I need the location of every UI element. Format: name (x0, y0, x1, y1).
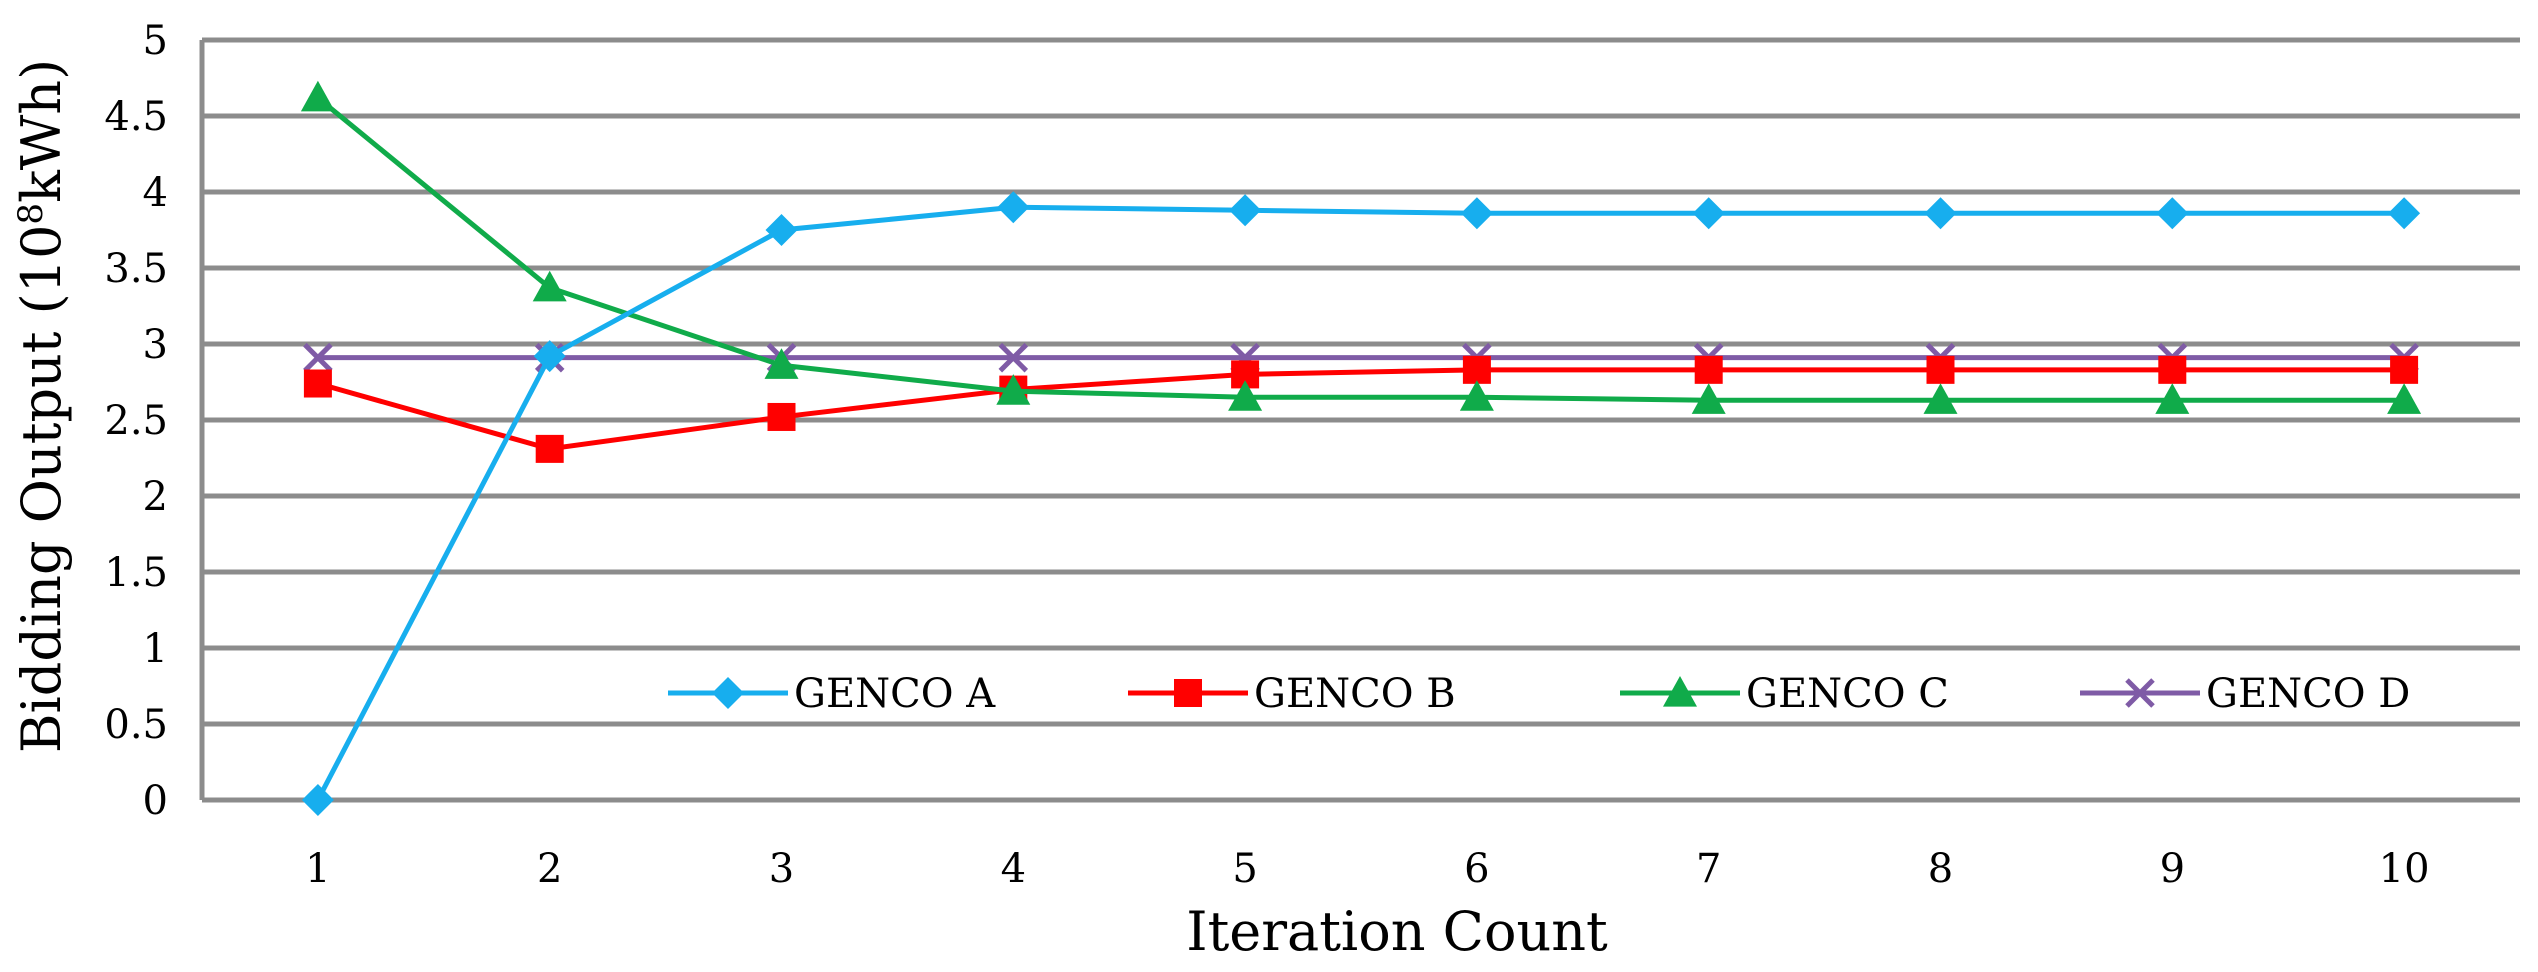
point-genco-c (2387, 383, 2422, 414)
point-genco-d (303, 342, 333, 373)
point-genco-b (1926, 355, 1955, 384)
point-genco-a (2156, 197, 2189, 230)
y-tick-label: 2.5 (104, 398, 168, 444)
legend-item-genco-c: GENCO C (1620, 671, 1949, 717)
y-tick-label: 4 (143, 170, 168, 216)
legend-item-genco-d: GENCO D (2080, 671, 2410, 717)
point-genco-a (2388, 197, 2421, 230)
x-tick-label: 9 (2160, 846, 2185, 892)
point-genco-c (1459, 380, 1494, 411)
point-genco-a (765, 214, 798, 246)
legend: GENCO A GENCO B GENCO C GENCO D (668, 671, 2410, 717)
y-tick-label: 0.5 (104, 702, 168, 748)
point-genco-c (2155, 383, 2190, 414)
x-tick-label: 1 (305, 846, 330, 892)
legend-marker-genco-a (712, 677, 744, 709)
x-tick-label: 3 (769, 846, 794, 892)
point-genco-a (1692, 197, 1725, 230)
legend-marker-genco-c (1663, 676, 1697, 707)
legend-label: GENCO A (794, 671, 996, 717)
series-genco-d (303, 342, 2419, 373)
y-tick-label: 3 (143, 322, 168, 368)
point-genco-c (1228, 380, 1263, 411)
point-genco-b (2158, 355, 2187, 384)
point-genco-a (533, 340, 566, 373)
point-genco-b (303, 369, 332, 398)
y-axis-ticks: 0 0.5 1 1.5 2 2.5 3 3.5 4 4.5 5 (104, 18, 168, 824)
x-axis-title: Iteration Count (1186, 900, 1608, 963)
point-genco-c (1691, 383, 1726, 414)
point-genco-c (532, 270, 567, 302)
point-genco-a (997, 191, 1030, 224)
series-layer (300, 80, 2422, 816)
y-axis-title: Bidding Output (108kWh) (10, 59, 73, 753)
legend-marker-genco-b (1174, 679, 1202, 707)
point-genco-d (998, 342, 1029, 373)
y-tick-label: 4.5 (104, 94, 168, 140)
legend-label: GENCO D (2206, 671, 2410, 717)
y-axis-title-main: Bidding Output (10 (10, 225, 73, 754)
legend-label: GENCO C (1746, 671, 1949, 717)
x-tick-label: 5 (1232, 846, 1257, 892)
point-genco-a (1924, 197, 1957, 230)
y-tick-label: 1 (143, 626, 168, 672)
legend-label: GENCO B (1254, 671, 1456, 717)
legend-item-genco-a: GENCO A (668, 671, 996, 717)
x-tick-label: 8 (1928, 846, 1953, 892)
point-genco-b (535, 434, 564, 463)
series-line-genco-a (315, 204, 2405, 802)
x-axis-ticks: 1 2 3 4 5 6 7 8 9 10 (305, 846, 2429, 892)
point-genco-b (2390, 355, 2419, 384)
point-genco-b (767, 402, 796, 431)
x-tick-label: 6 (1464, 846, 1489, 892)
y-tick-label: 3.5 (104, 246, 168, 292)
y-tick-label: 1.5 (104, 550, 168, 596)
x-tick-label: 7 (1696, 846, 1721, 892)
x-tick-label: 10 (2379, 846, 2430, 892)
series-line-genco-c (316, 95, 2405, 403)
y-tick-label: 2 (143, 474, 168, 520)
legend-marker-genco-d (2125, 678, 2155, 708)
y-axis-title-suffix: kWh) (10, 59, 73, 203)
point-genco-c (1923, 383, 1958, 414)
y-tick-label: 5 (143, 18, 168, 64)
series-genco-b (303, 355, 2419, 463)
point-genco-c (996, 374, 1031, 405)
point-genco-a (301, 784, 334, 816)
x-tick-label: 2 (537, 846, 562, 892)
point-genco-b (1694, 355, 1723, 384)
y-tick-label: 0 (143, 778, 168, 824)
point-genco-a (1229, 194, 1262, 227)
series-genco-a (301, 191, 2421, 816)
series-genco-c (300, 80, 2422, 414)
y-axis-title-sup: 8 (11, 203, 51, 225)
x-tick-label: 4 (1001, 846, 1026, 892)
series-line-genco-b (317, 367, 2405, 452)
point-genco-c (764, 348, 799, 379)
legend-item-genco-b: GENCO B (1128, 671, 1456, 717)
gridlines (199, 37, 2520, 803)
point-genco-c (300, 80, 335, 112)
point-genco-a (1460, 197, 1493, 230)
point-genco-b (1462, 355, 1491, 384)
